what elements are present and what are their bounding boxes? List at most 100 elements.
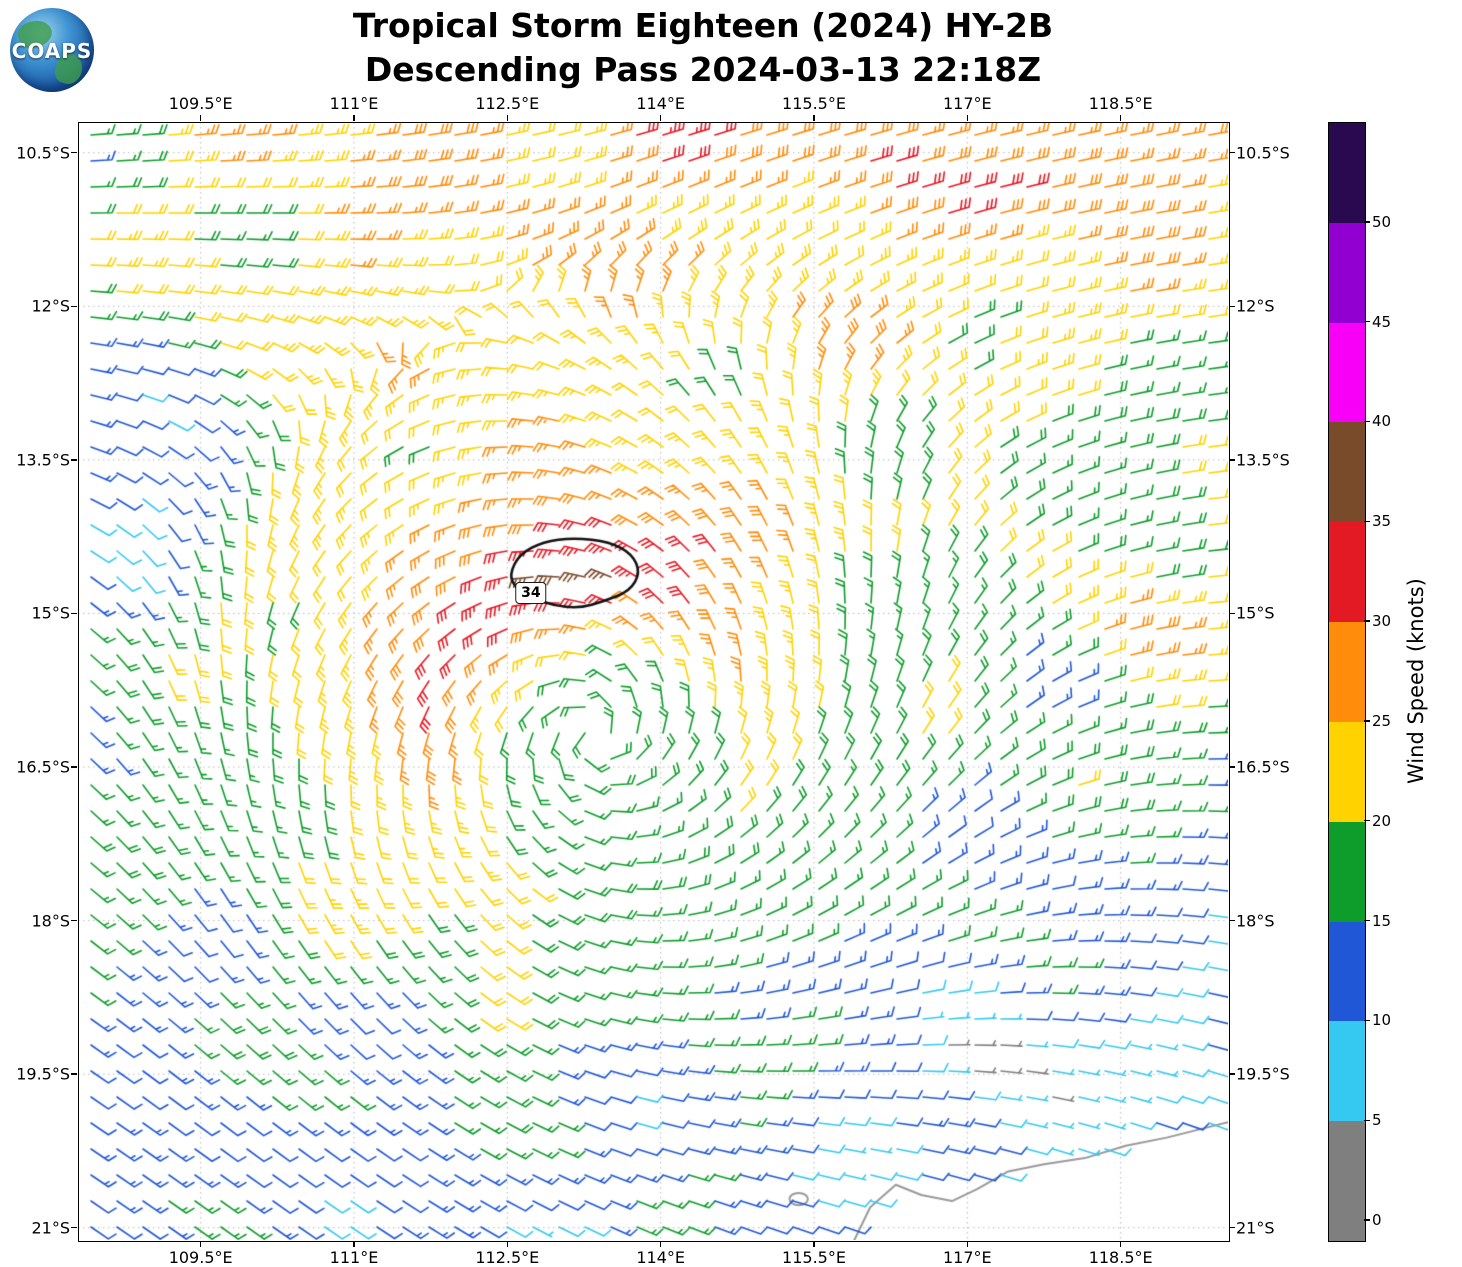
x-tick-label-bottom: 112.5°E: [475, 1248, 540, 1267]
colorbar-tick-label: 25: [1372, 711, 1392, 730]
x-tickmark: [659, 1241, 662, 1247]
colorbar-tickmark: [1364, 320, 1370, 323]
colorbar-tick-label: 35: [1372, 512, 1392, 531]
y-tick-label-left: 18°S: [31, 911, 70, 931]
colorbar-tickmark: [1364, 1119, 1370, 1121]
y-tick-label-left: 13.5°S: [16, 450, 70, 470]
x-tick-label-top: 118.5°E: [1088, 94, 1153, 113]
x-tickmark: [1119, 1241, 1122, 1247]
colorbar-segment: [1329, 522, 1365, 623]
x-tickmark: [199, 1241, 202, 1247]
x-tick-label-bottom: 111°E: [329, 1248, 379, 1267]
colorbar-tick-label: 0: [1372, 1211, 1382, 1230]
wind-barb-map-canvas: [78, 122, 1228, 1240]
colorbar-segment: [1329, 921, 1365, 1022]
colorbar-tickmark: [1364, 820, 1370, 822]
colorbar-segment: [1329, 222, 1365, 323]
x-tickmark: [966, 1241, 969, 1247]
y-tick-label-left: 21°S: [31, 1218, 70, 1238]
y-tick-label-left: 15°S: [31, 603, 70, 623]
y-tickmark: [1229, 1073, 1235, 1075]
y-tickmark: [1229, 1227, 1235, 1229]
y-tickmark: [1229, 305, 1235, 307]
y-tickmark: [71, 152, 77, 154]
x-tickmark: [813, 1241, 815, 1247]
colorbar-tickmark: [1364, 520, 1370, 522]
colorbar-tick-label: 5: [1372, 1111, 1382, 1130]
y-tickmark: [1229, 459, 1235, 461]
y-tick-label-left: 16.5°S: [16, 757, 70, 777]
y-tick-label-left: 10.5°S: [16, 143, 70, 163]
colorbar-tick-label: 50: [1372, 212, 1392, 231]
colorbar-segment: [1329, 721, 1365, 822]
y-tickmark: [71, 612, 77, 615]
page-subtitle: Descending Pass 2024-03-13 22:18Z: [364, 50, 1042, 89]
x-tickmark: [1119, 115, 1122, 121]
colorbar-segment: [1329, 1021, 1365, 1122]
x-tick-label-top: 114°E: [636, 94, 685, 113]
y-tick-label-left: 12°S: [31, 296, 70, 316]
x-tick-label-bottom: 118.5°E: [1088, 1248, 1153, 1267]
x-tick-label-top: 109.5°E: [168, 94, 233, 113]
colorbar-tick-label: 45: [1372, 312, 1392, 331]
x-tickmark: [199, 115, 202, 121]
x-tick-label-bottom: 109.5°E: [168, 1248, 233, 1267]
x-tick-label-top: 112.5°E: [475, 94, 540, 113]
y-tickmark: [1229, 766, 1235, 768]
y-tickmark: [71, 766, 77, 768]
colorbar-tick-label: 30: [1372, 612, 1392, 631]
colorbar-segment: [1329, 322, 1365, 423]
colorbar-tickmark: [1364, 420, 1370, 423]
y-tickmark: [71, 1073, 77, 1075]
colorbar-label: Wind Speed (knots): [1404, 578, 1428, 784]
colorbar-tickmark: [1364, 720, 1370, 722]
colorbar-tick-label: 15: [1372, 911, 1392, 930]
colorbar-tickmark: [1364, 1219, 1370, 1221]
colorbar-segment: [1329, 821, 1365, 922]
x-tick-label-top: 111°E: [329, 94, 379, 113]
y-tick-label-right: 18°S: [1236, 911, 1275, 931]
y-tickmark: [1229, 612, 1235, 615]
colorbar-tick-label: 40: [1372, 412, 1392, 431]
x-tick-label-top: 115.5°E: [782, 94, 846, 113]
colorbar-tickmark: [1364, 620, 1370, 622]
y-tick-label-right: 13.5°S: [1236, 450, 1290, 470]
y-tick-label-right: 12°S: [1236, 296, 1275, 316]
x-tickmark: [506, 1241, 509, 1247]
y-tickmark: [1229, 152, 1235, 154]
colorbar-tickmark: [1364, 1019, 1370, 1022]
y-tick-label-right: 19.5°S: [1236, 1064, 1290, 1084]
colorbar-tickmark: [1364, 919, 1370, 922]
y-tickmark: [71, 1227, 77, 1229]
colorbar-tick-label: 20: [1372, 811, 1392, 830]
x-tickmark: [966, 115, 969, 121]
y-tick-label-right: 15°S: [1236, 603, 1275, 623]
x-tickmark: [506, 115, 509, 121]
x-tick-label-top: 117°E: [943, 94, 992, 113]
y-tickmark: [71, 305, 77, 307]
x-tickmark: [813, 115, 815, 121]
colorbar-segment: [1329, 123, 1365, 223]
y-tickmark: [71, 459, 77, 461]
colorbar-segment: [1329, 622, 1365, 722]
coaps-logo-text: COAPS: [11, 39, 93, 63]
x-tick-label-bottom: 114°E: [636, 1248, 685, 1267]
y-tick-label-right: 21°S: [1236, 1218, 1275, 1238]
y-tick-label-left: 19.5°S: [16, 1064, 70, 1084]
colorbar-segment: [1329, 422, 1365, 523]
coaps-logo: COAPS: [10, 8, 94, 92]
x-tick-label-bottom: 117°E: [943, 1248, 992, 1267]
colorbar-segment: [1329, 1121, 1365, 1241]
x-tickmark: [353, 1241, 355, 1247]
y-tick-label-right: 16.5°S: [1236, 757, 1290, 777]
x-tickmark: [659, 115, 662, 121]
y-tickmark: [71, 919, 77, 922]
page-title: Tropical Storm Eighteen (2024) HY-2B: [352, 6, 1054, 45]
colorbar: [1328, 122, 1366, 1242]
y-tick-label-right: 10.5°S: [1236, 143, 1290, 163]
x-tick-label-bottom: 115.5°E: [782, 1248, 846, 1267]
gale-radius-contour-label: 34: [515, 581, 547, 604]
x-tickmark: [353, 115, 355, 121]
colorbar-tick-label: 10: [1372, 1011, 1392, 1030]
